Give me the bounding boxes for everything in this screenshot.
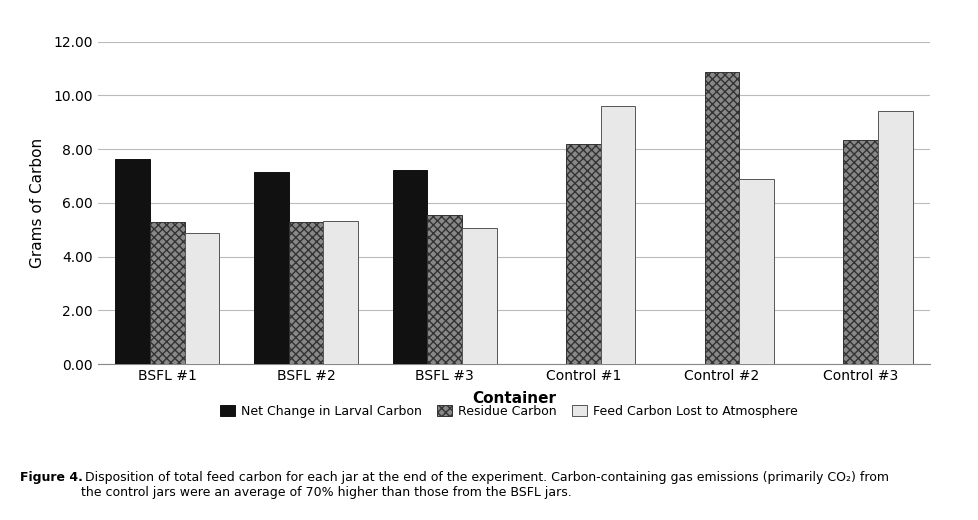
Y-axis label: Grams of Carbon: Grams of Carbon [30, 138, 45, 268]
Bar [704, 72, 738, 364]
Legend: Net Change in Larval Carbon, Residue Carbon, Feed Carbon Lost to Atmosphere: Net Change in Larval Carbon, Residue Car… [215, 400, 802, 423]
Text: Disposition of total feed carbon for each jar at the end of the experiment. Carb: Disposition of total feed carbon for eac… [81, 471, 888, 499]
Bar [289, 222, 323, 364]
Bar [253, 172, 289, 364]
Bar [738, 179, 774, 364]
Bar [600, 106, 635, 364]
Text: Figure 4.: Figure 4. [20, 471, 82, 484]
X-axis label: Container: Container [471, 391, 556, 406]
Bar [842, 140, 877, 364]
Bar [462, 228, 496, 364]
Bar [877, 111, 911, 364]
Bar [392, 170, 426, 364]
Bar [565, 144, 600, 364]
Bar [115, 159, 150, 364]
Bar [185, 233, 219, 364]
Bar [150, 223, 185, 364]
Bar [426, 215, 462, 364]
Bar [323, 221, 358, 364]
